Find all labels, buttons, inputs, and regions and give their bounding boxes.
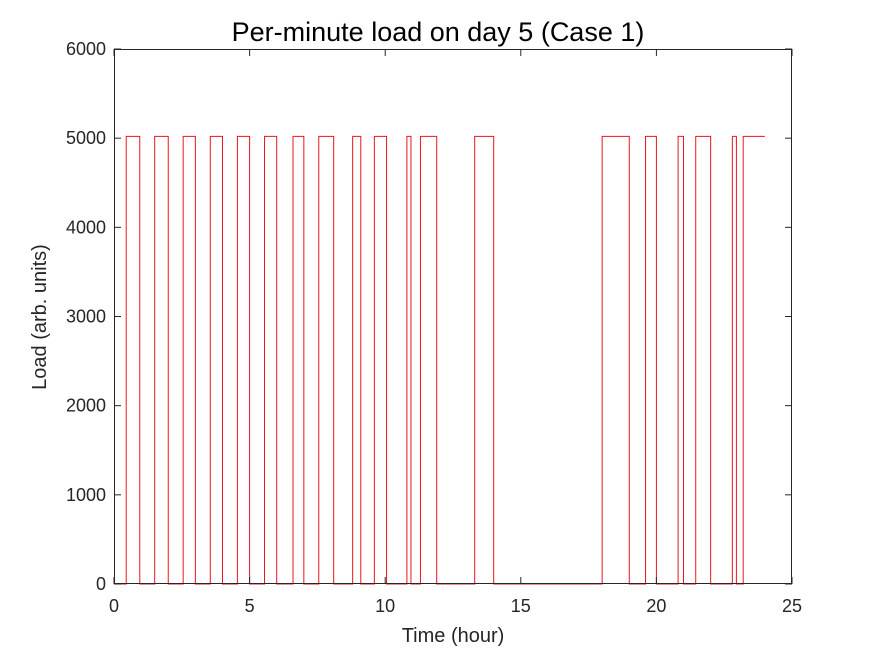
x-tick-label: 10 [375,596,395,616]
x-tick-label: 0 [109,596,119,616]
x-tick-label: 5 [245,596,255,616]
y-tick-label: 0 [96,574,106,594]
axis-ticks: 0 5 10 15 20 25 0 1000 2000 3000 4000 5000 6000 [66,39,802,616]
y-tick-label: 2000 [66,396,106,416]
y-tick-label: 6000 [66,39,106,59]
y-tick-label: 3000 [66,307,106,327]
y-tick-label: 1000 [66,485,106,505]
y-axis-label: Load (arb. units) [29,244,51,390]
x-tick-label: 15 [511,596,531,616]
plot-background [114,49,792,584]
axes-box [114,49,792,584]
y-tick-label: 5000 [66,128,106,148]
x-tick-label: 25 [782,596,802,616]
y-tick-label: 4000 [66,217,106,237]
chart-title: Per-minute load on day 5 (Case 1) [232,17,645,47]
x-axis-label: Time (hour) [402,625,505,647]
x-tick-label: 20 [646,596,666,616]
